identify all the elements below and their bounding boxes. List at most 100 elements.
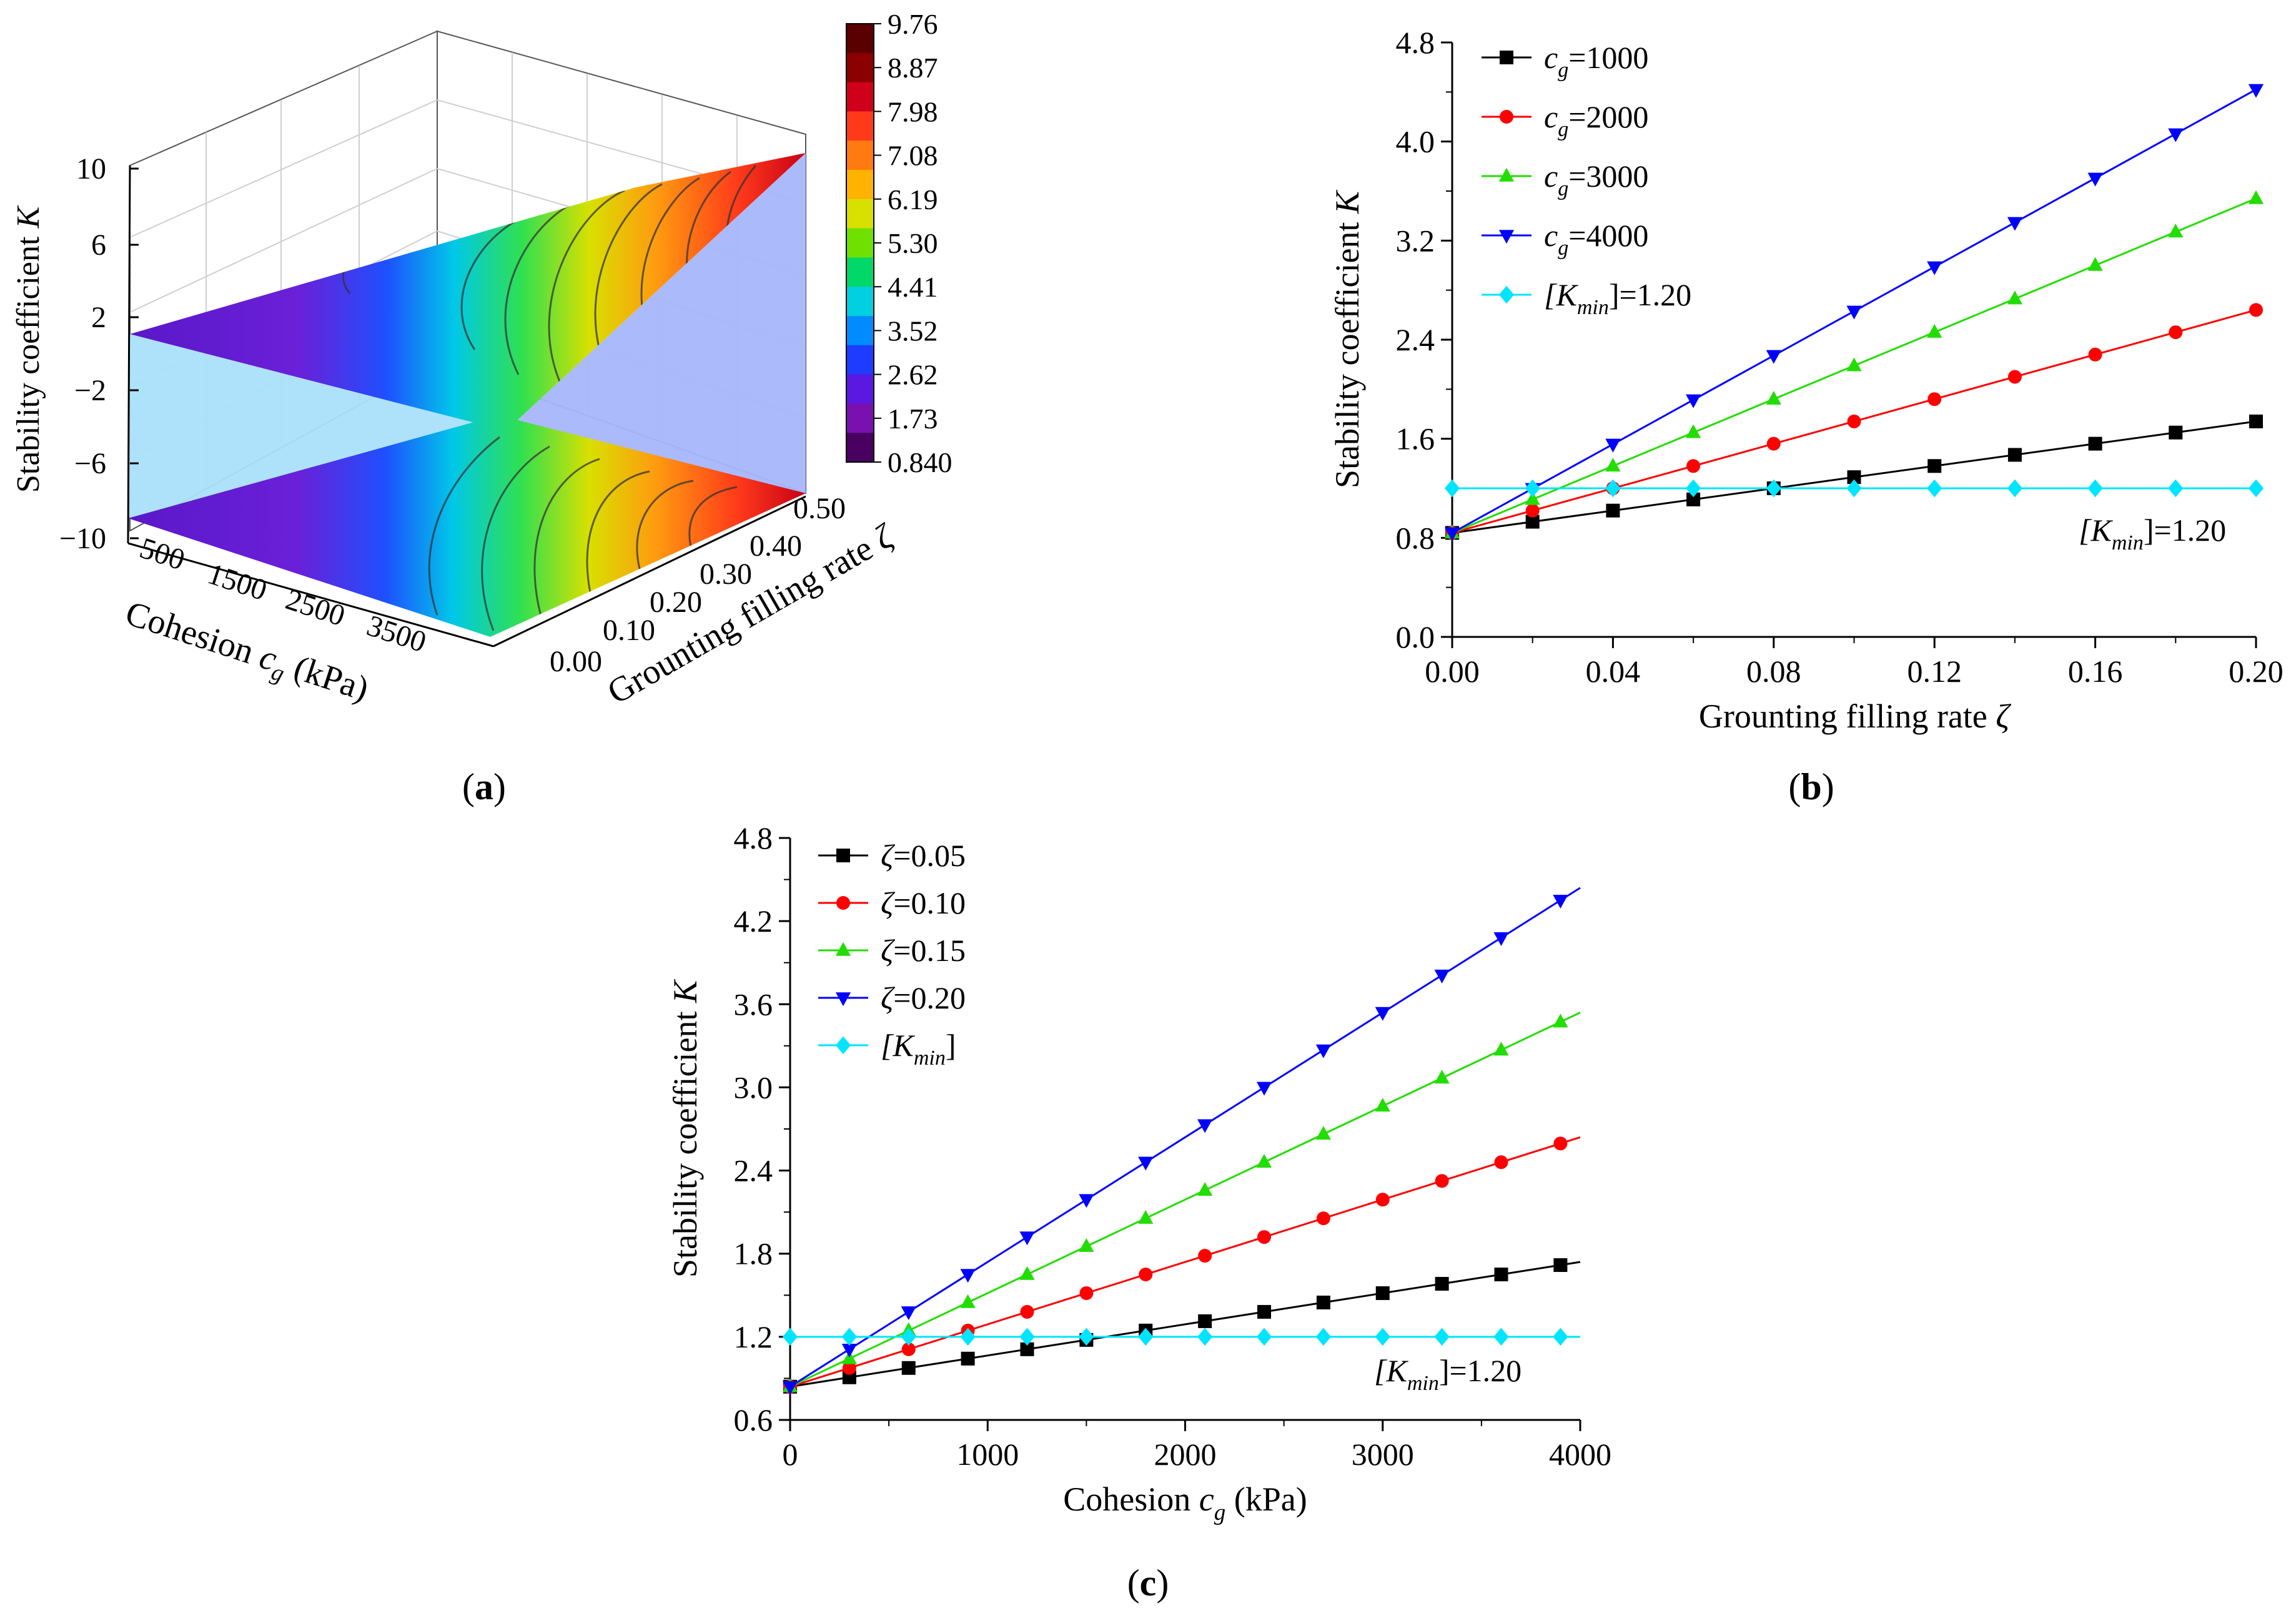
x-tick-label: 2500 xyxy=(282,583,349,633)
series-2 xyxy=(782,1012,1581,1392)
series-3 xyxy=(782,887,1581,1395)
x-tick-label-part: 0.00 xyxy=(1425,654,1480,689)
x-tick-label: 500 xyxy=(136,531,189,577)
data-point xyxy=(2007,479,2022,498)
kmin-annotation-part: ]=1.20 xyxy=(1439,1353,1522,1388)
y-tick-label-part: 3.2 xyxy=(1396,223,1435,258)
series-1 xyxy=(783,1136,1581,1394)
colorbar-tick-label-part: 9.76 xyxy=(888,8,938,40)
data-point xyxy=(2249,414,2263,428)
colorbar-tick-label: 1.73 xyxy=(888,403,938,435)
colorbar-segment xyxy=(846,287,874,317)
data-point xyxy=(1553,895,1568,909)
data-point xyxy=(2168,224,2184,238)
colorbar-tick-label-part: 5.30 xyxy=(888,227,938,259)
x-tick-label-part: 3000 xyxy=(1352,1437,1414,1472)
legend-label-part: c xyxy=(1544,159,1558,194)
x-tick-label-part: 500 xyxy=(136,531,189,577)
data-point xyxy=(1927,392,1942,406)
data-point xyxy=(1847,414,1861,428)
x-axis-title-part: (kPa) xyxy=(1225,1481,1307,1518)
colorbar-tick-label: 7.98 xyxy=(888,96,938,127)
colorbar-tick-label-part: 8.87 xyxy=(888,52,938,84)
colorbar-tick-label-part: 2.62 xyxy=(888,359,938,391)
data-point xyxy=(1139,1268,1153,1281)
x-axis-title-part: g xyxy=(1214,1500,1226,1525)
data-point xyxy=(1553,1328,1568,1346)
data-point xyxy=(1686,492,1701,506)
colorbar-segment xyxy=(846,52,874,83)
z-tick-labels: 10 6 2 −2 −6 −10 xyxy=(59,152,139,555)
data-point xyxy=(1766,479,1781,498)
colorbar-tick-label-part: 3.52 xyxy=(888,315,938,347)
data-point xyxy=(2087,172,2103,187)
data-point xyxy=(1197,1181,1213,1196)
data-point xyxy=(1493,1328,1509,1346)
legend-label-part: ζ xyxy=(881,838,896,873)
legend-marker xyxy=(1498,167,1515,182)
y-axis-line xyxy=(493,495,806,648)
colorbar-segment xyxy=(846,24,874,54)
data-point xyxy=(1525,491,1540,505)
legend-label-part: ζ xyxy=(881,933,896,968)
colorbar-segment xyxy=(846,403,874,434)
y-tick-label-part: 0.8 xyxy=(1396,520,1435,555)
y-axis-title: Stability coefficient K xyxy=(666,978,704,1278)
data-point xyxy=(782,1381,798,1395)
y-tick-label-part: 1.2 xyxy=(734,1319,773,1354)
x-tick-label-part: 3500 xyxy=(363,609,430,659)
data-point xyxy=(2007,217,2022,231)
colorbar-tick-label: 6.19 xyxy=(888,184,938,215)
data-point xyxy=(842,1361,856,1375)
x-tick-label-part: 2500 xyxy=(282,583,349,633)
z-tick-label-part: −2 xyxy=(74,374,106,407)
legend-label: cg=4000 xyxy=(1544,218,1648,260)
y-tick-label: 0.00 xyxy=(550,645,602,678)
y-axis-title-part: K xyxy=(1329,189,1366,214)
data-point xyxy=(1553,1013,1568,1028)
y-axis-title-part: Stability coefficient xyxy=(1329,214,1366,488)
z-tick-label: −6 xyxy=(74,447,106,480)
legend-marker xyxy=(1498,285,1515,304)
legend-label-part: c xyxy=(1544,218,1558,253)
legend-label-part: =0.05 xyxy=(893,838,966,873)
x-tick-label-part: 0.20 xyxy=(2229,654,2284,689)
caption-b: (b) xyxy=(1788,766,1834,807)
y-tick-label: 0.8 xyxy=(1396,520,1435,555)
legend-marker xyxy=(835,992,851,1007)
x-axis-title-part: ζ xyxy=(1996,697,2011,735)
z-tick-label-part: 6 xyxy=(91,229,106,262)
legend-label-part: =1000 xyxy=(1568,40,1648,75)
y-tick-label-part: 0.0 xyxy=(1396,619,1435,654)
data-point xyxy=(1138,1156,1154,1171)
legend-label-part: =4000 xyxy=(1568,218,1648,253)
colorbar-segment xyxy=(846,374,874,405)
data-point xyxy=(2087,257,2103,271)
data-point xyxy=(2248,84,2264,98)
colorbar-tick-label: 8.87 xyxy=(888,52,938,84)
data-point xyxy=(2169,325,2183,340)
x-tick-label-part: 1500 xyxy=(204,557,271,607)
z-tick-label-part: 10 xyxy=(76,152,106,185)
data-point xyxy=(1847,470,1861,485)
x-tick-label-part: 0 xyxy=(783,1437,798,1472)
data-point xyxy=(1375,1193,1390,1207)
y-tick-label-part: 3.6 xyxy=(734,987,773,1022)
data-point xyxy=(1927,459,1942,473)
data-point xyxy=(1198,1314,1212,1328)
y-tick-label-part: 0.00 xyxy=(550,645,602,678)
legend-label-part: c xyxy=(1544,99,1558,134)
x-tick-label-part: 4000 xyxy=(1549,1437,1611,1472)
colorbar-tick-label-part: 6.19 xyxy=(888,184,938,215)
y-tick-label-part: 2.4 xyxy=(734,1153,773,1188)
legend-label-part: =0.10 xyxy=(893,885,966,920)
data-point xyxy=(1846,357,1862,372)
legend-label-part: ζ xyxy=(881,980,896,1015)
data-point xyxy=(1019,1266,1035,1280)
series-1 xyxy=(1445,303,2263,540)
data-point xyxy=(1256,1328,1272,1346)
data-point xyxy=(1138,1210,1154,1224)
z-axis-line xyxy=(127,165,131,544)
x-tick-label-part: 1000 xyxy=(956,1437,1019,1472)
y-tick-label: 0.50 xyxy=(793,492,846,525)
